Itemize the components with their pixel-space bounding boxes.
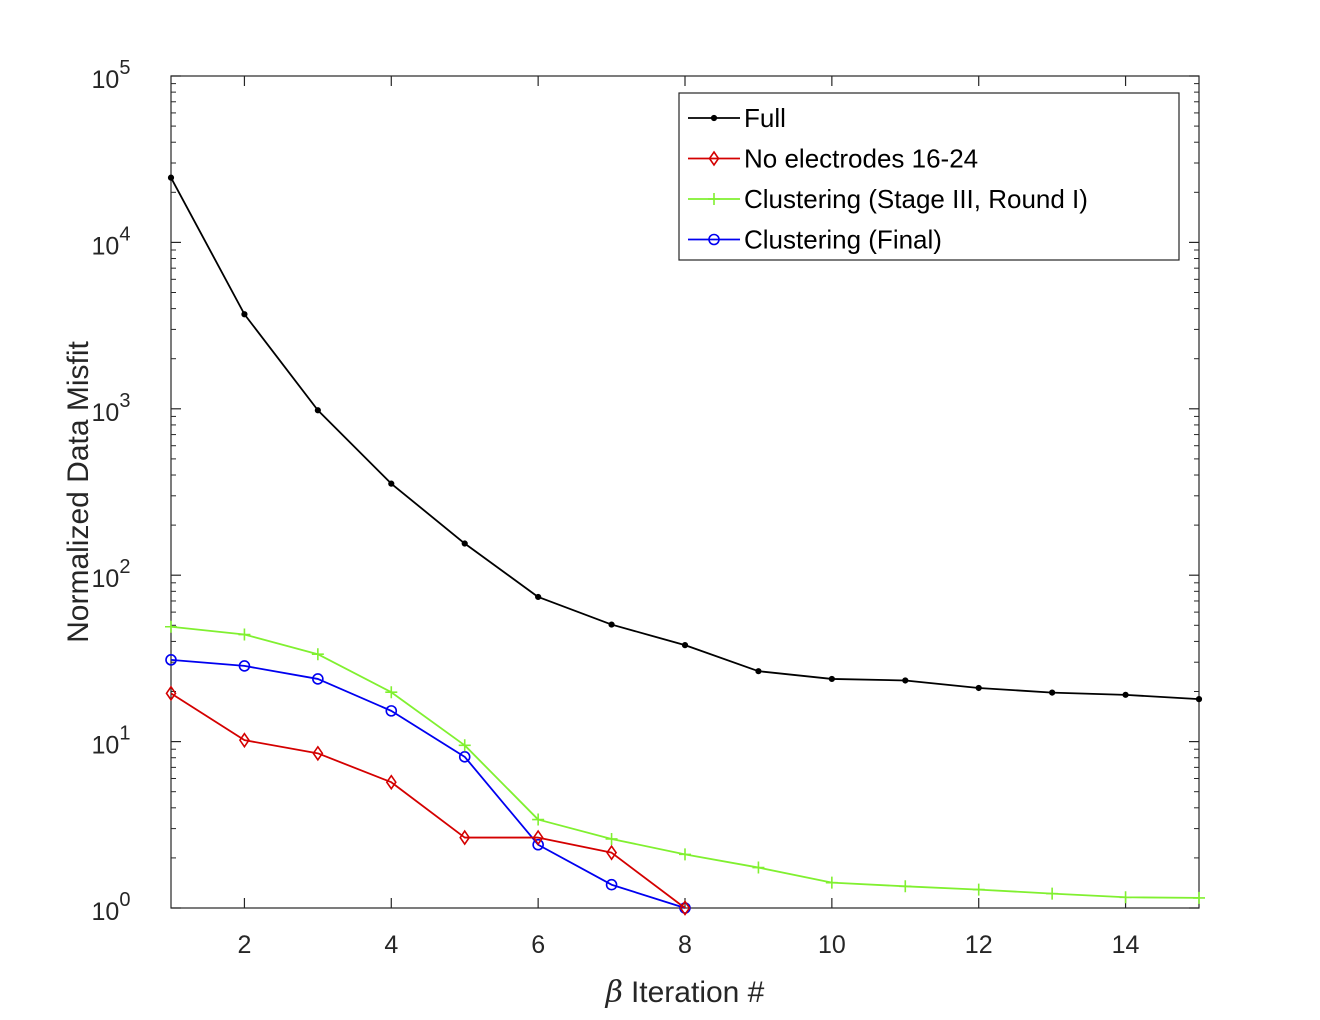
data-point (679, 848, 691, 861)
data-point (972, 883, 985, 896)
data-point (899, 880, 912, 893)
legend-label: Clustering (Final) (744, 225, 942, 255)
data-point (167, 174, 175, 181)
legend-marker (710, 114, 718, 122)
series-line (170, 692, 686, 909)
x-tick-label: 2 (237, 931, 251, 959)
data-point (605, 878, 618, 891)
data-point (312, 745, 324, 762)
y-tick-label-base: 10 (92, 66, 120, 94)
data-point (902, 677, 909, 684)
y-tick-label: 101 (92, 723, 131, 760)
data-point (535, 593, 542, 601)
legend: Full No electrodes 16-24 Clustering (Stage… (678, 92, 1180, 261)
y-tick-label-exponent: 5 (119, 57, 130, 79)
y-tick-label-base: 10 (92, 732, 120, 760)
y-tick-label-exponent: 2 (119, 556, 130, 578)
data-point (314, 407, 321, 414)
x-tick-label: 8 (678, 931, 692, 959)
legend-label: No electrodes 16-24 (744, 144, 978, 174)
data-point (238, 660, 251, 672)
series-0 (167, 174, 1203, 703)
data-point (385, 705, 398, 717)
data-point (165, 620, 177, 633)
data-point (828, 675, 835, 683)
y-tick-label-base: 10 (92, 565, 120, 593)
legend-marker (708, 193, 720, 205)
x-tick-label: 4 (384, 931, 398, 959)
data-point (606, 844, 618, 861)
y-tick-label: 103 (92, 390, 131, 427)
x-tick-label: 10 (818, 931, 846, 959)
x-axis-title: β Iteration # (605, 975, 765, 1010)
series-2 (165, 620, 1205, 904)
data-point (238, 628, 251, 641)
y-axis-title: Normalized Data Misfit (62, 340, 95, 642)
data-point (1195, 696, 1203, 703)
x-tick-label: 12 (965, 931, 993, 959)
legend-entry: No electrodes 16-24 (688, 144, 978, 174)
x-axis-title-symbol: β (605, 975, 623, 1010)
data-point (679, 900, 691, 916)
legend-entry: Clustering (Final) (688, 225, 942, 255)
data-point (1049, 689, 1056, 696)
data-point (458, 739, 471, 752)
data-point (752, 861, 765, 874)
legend-box (678, 92, 1180, 261)
x-axis-title-text: Iteration # (631, 976, 765, 1009)
legend-entries: Full No electrodes 16-24 Clustering (Stage… (688, 103, 1088, 255)
y-tick-label-exponent: 4 (119, 223, 130, 245)
data-point (312, 673, 324, 685)
y-tick-label-exponent: 3 (119, 390, 130, 412)
data-point (532, 838, 544, 851)
y-tick-label-base: 10 (92, 232, 120, 260)
data-point (681, 642, 689, 649)
data-point (532, 813, 545, 826)
data-point (608, 621, 615, 628)
data-point (1193, 891, 1205, 904)
data-point (388, 480, 395, 487)
data-point (165, 654, 177, 666)
data-point (165, 685, 177, 702)
y-tick-label-exponent: 1 (119, 723, 130, 745)
y-tick-label: 100 (92, 889, 131, 926)
data-point (825, 876, 838, 889)
legend-marker (708, 150, 720, 167)
series-1 (165, 685, 691, 916)
data-point (385, 774, 397, 791)
series-layer (165, 174, 1205, 916)
data-point (458, 751, 471, 763)
y-tick-label-base: 10 (92, 399, 120, 427)
y-tick-label: 102 (92, 556, 131, 593)
y-tick-label-exponent: 0 (119, 889, 130, 911)
data-point (1119, 891, 1132, 904)
data-point (755, 668, 762, 675)
data-point (311, 648, 324, 661)
y-tick-label: 104 (92, 223, 131, 260)
data-point (975, 684, 982, 692)
data-point (238, 732, 250, 749)
legend-label: Clustering (Stage III, Round I) (744, 184, 1088, 214)
data-point (385, 686, 398, 699)
legend-entry: Clustering (Stage III, Round I) (688, 184, 1088, 214)
data-point (1046, 887, 1059, 900)
legend-entry: Full (688, 103, 786, 133)
x-tick-label: 14 (1112, 931, 1140, 959)
series-line (170, 658, 686, 909)
data-point (241, 311, 248, 318)
data-point (1122, 691, 1129, 698)
data-point (532, 829, 544, 846)
data-point (459, 829, 471, 846)
legend-marker (708, 233, 720, 246)
data-point (605, 832, 618, 845)
x-tick-label: 6 (531, 931, 545, 959)
y-tick-label-base: 10 (92, 898, 120, 926)
y-tick-label: 105 (92, 57, 131, 94)
legend-label: Full (744, 103, 786, 133)
data-point (461, 540, 468, 547)
